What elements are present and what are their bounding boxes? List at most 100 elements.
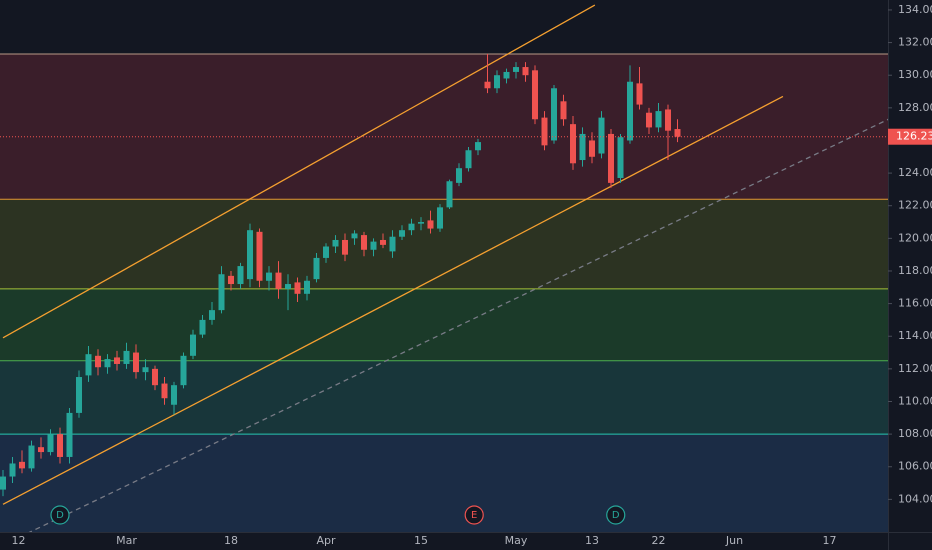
- x-tick-label: Jun: [725, 534, 743, 547]
- candle-body: [522, 67, 529, 76]
- band: [0, 199, 888, 289]
- x-tick-label: 15: [414, 534, 428, 547]
- candle-body: [95, 355, 101, 368]
- y-tick-label: 110.00: [898, 394, 932, 407]
- candle-body: [275, 272, 282, 289]
- y-tick-label: 106.00: [898, 460, 932, 473]
- candle-body: [142, 367, 149, 373]
- y-tick-label: 104.00: [898, 492, 932, 505]
- event-marker: [606, 505, 626, 525]
- candle-body: [171, 385, 177, 405]
- event-label: D: [612, 510, 620, 521]
- x-tick-label: Mar: [116, 534, 137, 547]
- price-axis: [888, 0, 932, 550]
- candle-body: [313, 257, 320, 280]
- candle-body: [199, 319, 206, 335]
- candle-body: [484, 81, 491, 89]
- candle-body: [532, 70, 538, 120]
- candle-body: [655, 111, 662, 128]
- candle-body: [104, 359, 111, 368]
- candle-body: [418, 222, 424, 224]
- candle-body: [0, 476, 6, 490]
- candle-body: [123, 350, 130, 364]
- band: [0, 360, 888, 435]
- candle-body: [636, 83, 643, 105]
- candle-body: [19, 461, 25, 469]
- candle-body: [294, 282, 301, 294]
- candle-body: [28, 445, 35, 469]
- band: [0, 434, 888, 532]
- candle-body: [475, 142, 481, 151]
- y-tick-label: 134.00: [898, 3, 932, 16]
- candle-body: [247, 230, 253, 280]
- trend-line: [2, 118, 889, 546]
- x-tick-label: 18: [224, 534, 238, 547]
- candle-body: [408, 223, 415, 231]
- x-tick-label: 12: [12, 534, 26, 547]
- candle-body: [47, 434, 54, 453]
- candle-body: [38, 447, 44, 453]
- candle-body: [560, 101, 567, 120]
- candle-body: [427, 220, 434, 229]
- candle-body: [579, 133, 586, 161]
- candle-body: [617, 137, 624, 178]
- time-axis: [0, 532, 932, 550]
- x-tick-label: 17: [823, 534, 837, 547]
- candle-body: [503, 71, 510, 79]
- candle-body: [218, 274, 225, 311]
- last-price-box: [888, 128, 932, 145]
- y-tick-label: 108.00: [898, 427, 932, 440]
- trend-line: [2, 95, 784, 505]
- candle-body: [266, 272, 272, 281]
- candle-body: [370, 241, 377, 250]
- candle-body: [665, 109, 671, 131]
- candle-body: [589, 140, 595, 157]
- candle-body: [209, 310, 215, 320]
- candle-body: [361, 235, 367, 250]
- candle-body: [627, 81, 633, 141]
- candle-body: [256, 231, 263, 281]
- candle-body: [76, 377, 82, 413]
- candle-body: [437, 207, 443, 229]
- candle-body: [608, 133, 614, 183]
- y-tick-label: 128.00: [898, 101, 932, 114]
- candle-body: [380, 239, 386, 245]
- candle-body: [152, 368, 158, 386]
- candle-body: [456, 168, 462, 183]
- candle-body: [541, 117, 548, 146]
- candle-body: [85, 354, 92, 376]
- candle-body: [323, 246, 329, 258]
- candle-body: [190, 334, 196, 356]
- candle-body: [228, 275, 234, 285]
- last-price-label: 126.23: [896, 130, 932, 143]
- candle-body: [598, 117, 605, 154]
- band: [0, 53, 888, 200]
- x-tick-label: May: [505, 534, 528, 547]
- candle-body: [446, 181, 453, 208]
- band: [0, 288, 888, 361]
- y-tick-label: 118.00: [898, 264, 932, 277]
- candle-body: [285, 284, 291, 289]
- x-tick-label: 13: [585, 534, 599, 547]
- event-label: D: [56, 510, 64, 521]
- candle-body: [465, 150, 472, 169]
- candle-body: [161, 383, 168, 399]
- candle-body: [332, 239, 339, 247]
- trend-line: [2, 4, 596, 339]
- candle-body: [342, 239, 348, 255]
- y-tick-label: 120.00: [898, 231, 932, 244]
- candle-body: [114, 357, 120, 364]
- candle-body: [646, 112, 652, 128]
- x-tick-label: Apr: [316, 534, 336, 547]
- event-marker: [464, 505, 484, 525]
- y-tick-label: 130.00: [898, 68, 932, 81]
- x-tick-label: 22: [652, 534, 666, 547]
- candle-body: [133, 352, 139, 373]
- candle-body: [570, 124, 576, 164]
- candle-body: [237, 266, 244, 285]
- candle-body: [494, 75, 500, 89]
- y-tick-label: 122.00: [898, 199, 932, 212]
- candle-body: [304, 280, 310, 294]
